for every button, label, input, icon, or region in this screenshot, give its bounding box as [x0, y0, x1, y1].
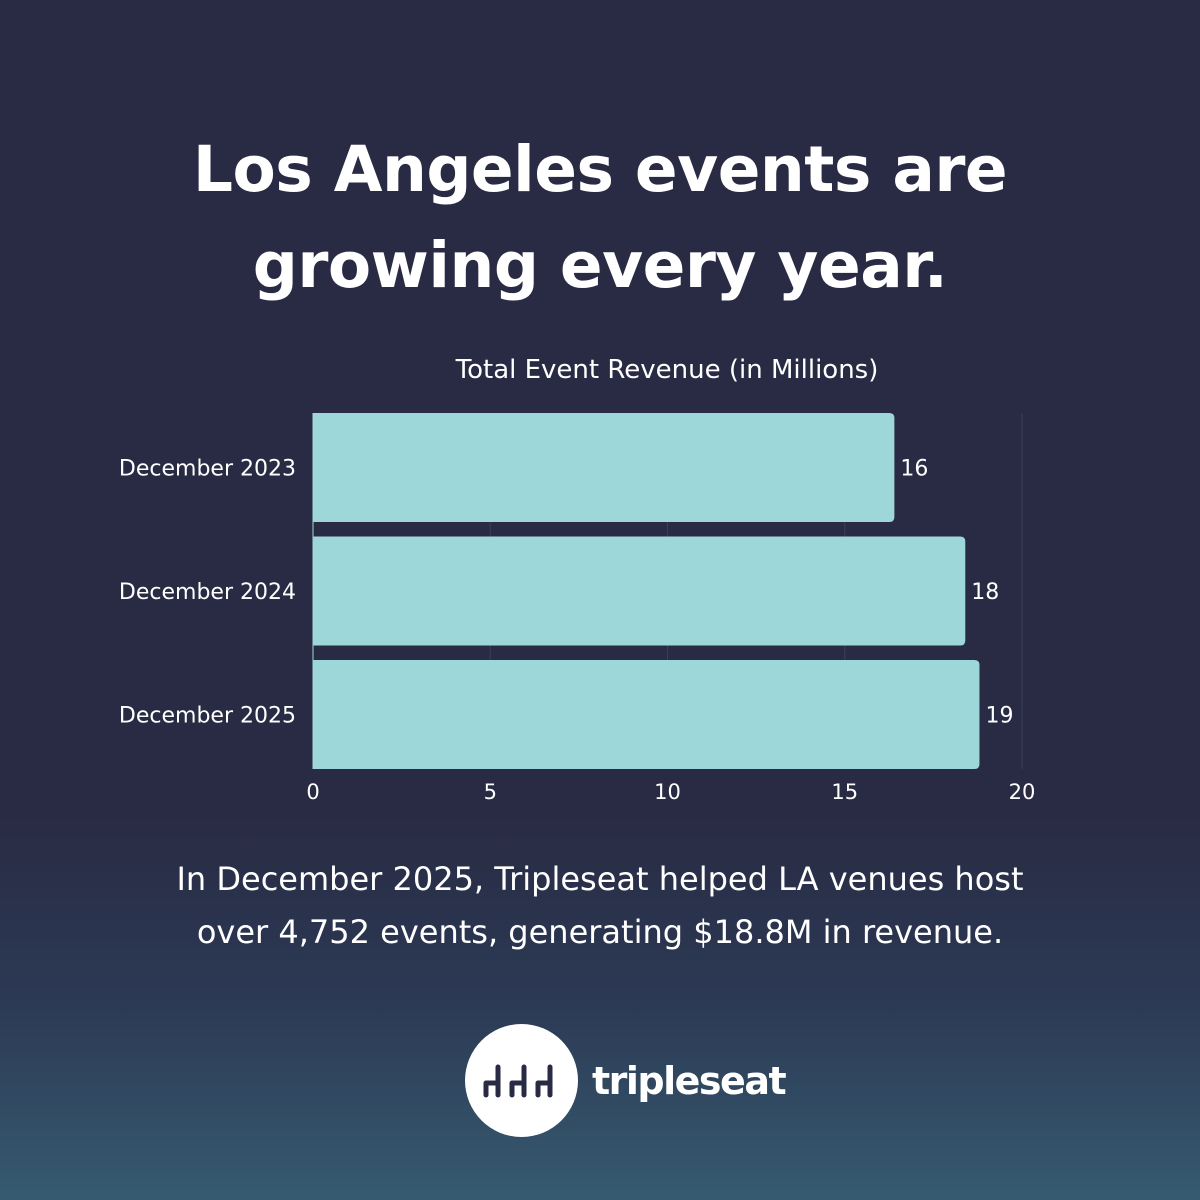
headline-line-2: growing every year.	[252, 229, 948, 302]
headline: Los Angeles events are growing every yea…	[0, 122, 1200, 314]
brand-logo: tripleseat	[465, 1024, 787, 1137]
headline-line-1: Los Angeles events are	[192, 133, 1008, 206]
brand-name: tripleseat	[592, 1058, 787, 1103]
bar-value-label: 19	[985, 704, 1013, 729]
bar-december-2025	[313, 660, 980, 769]
x-tick-label: 0	[306, 780, 319, 804]
summary-caption: In December 2025, Tripleseat helped LA v…	[0, 853, 1200, 959]
chart-bars	[313, 413, 980, 769]
category-label: December 2024	[119, 580, 296, 605]
x-tick-label: 20	[1009, 780, 1036, 804]
bar-value-label: 18	[971, 580, 999, 605]
bar-december-2023	[313, 413, 895, 522]
category-label: December 2025	[119, 704, 296, 729]
tripleseat-chairs-icon	[465, 1024, 578, 1137]
chart-title: Total Event Revenue (in Millions)	[455, 355, 879, 385]
x-tick-label: 15	[831, 780, 858, 804]
revenue-bar-chart: Total Event Revenue (in Millions) 16 18 19…	[119, 355, 1035, 804]
chart-category-labels: December 2023 December 2024 December 2025	[119, 457, 296, 729]
bar-value-label: 16	[900, 457, 928, 482]
x-tick-label: 10	[654, 780, 681, 804]
caption-line-1: In December 2025, Tripleseat helped LA v…	[176, 860, 1024, 898]
chart-value-labels: 16 18 19	[900, 457, 1013, 729]
category-label: December 2023	[119, 457, 296, 482]
caption-line-2: over 4,752 events, generating $18.8M in …	[196, 913, 1004, 951]
bar-december-2024	[313, 536, 966, 646]
x-tick-label: 5	[484, 780, 497, 804]
chart-x-tick-labels: 0 5 10 15 20	[306, 780, 1035, 804]
